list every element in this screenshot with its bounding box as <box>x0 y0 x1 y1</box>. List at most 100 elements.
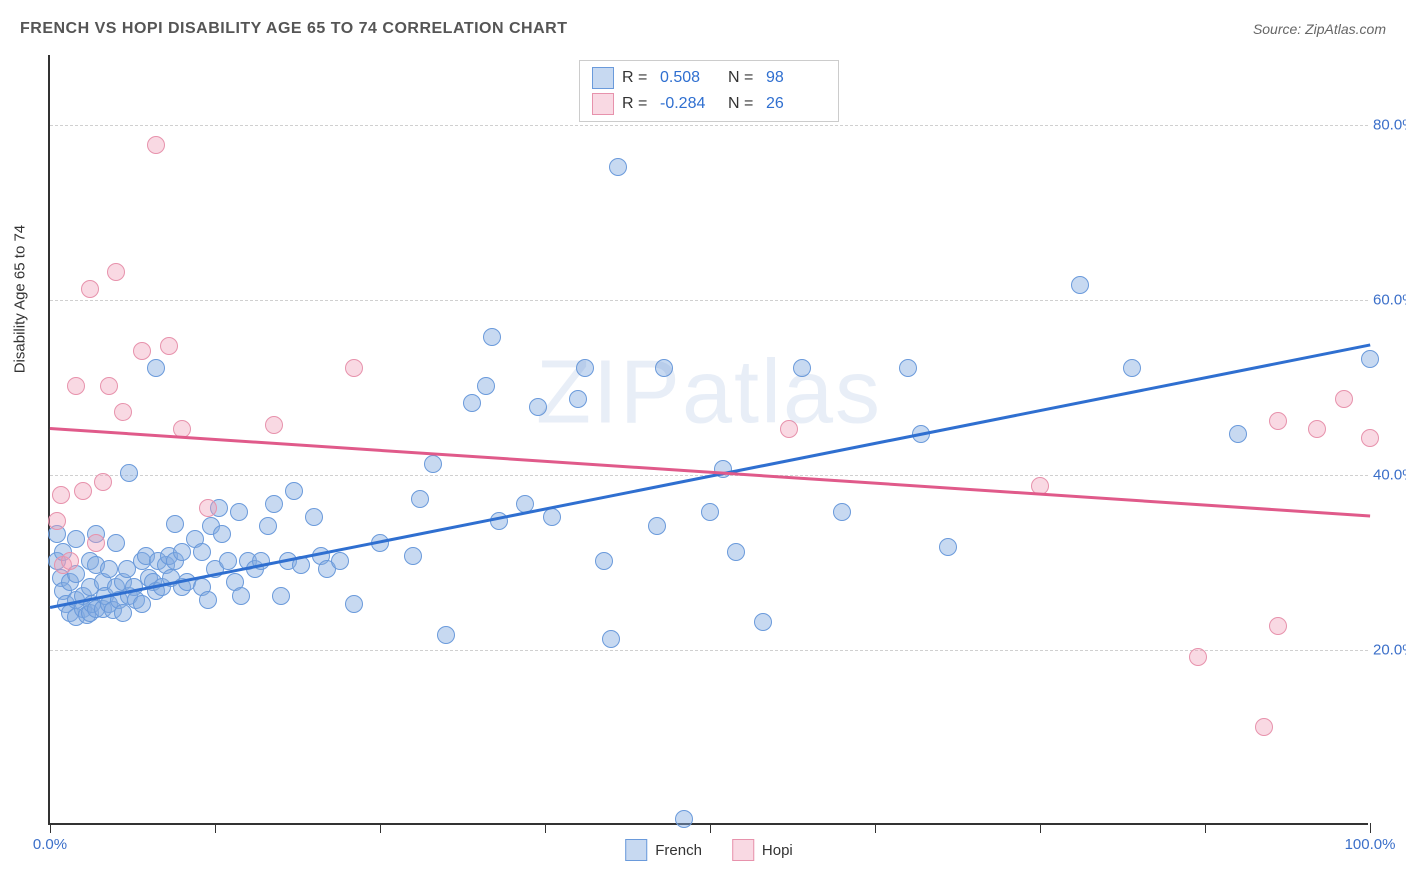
r-label: R = <box>622 95 652 113</box>
y-axis-label: Disability Age 65 to 74 <box>12 225 29 373</box>
scatter-point <box>107 534 125 552</box>
gridline <box>50 300 1368 301</box>
scatter-point <box>1308 420 1326 438</box>
scatter-point <box>219 552 237 570</box>
scatter-point <box>199 591 217 609</box>
scatter-point <box>411 490 429 508</box>
scatter-point <box>166 515 184 533</box>
legend-swatch <box>592 67 614 89</box>
scatter-point <box>114 604 132 622</box>
x-tick <box>1040 823 1041 833</box>
n-value: 26 <box>766 95 826 113</box>
scatter-point <box>107 263 125 281</box>
legend-swatch <box>592 93 614 115</box>
scatter-point <box>675 810 693 828</box>
scatter-point <box>793 359 811 377</box>
scatter-point <box>213 525 231 543</box>
legend-label: French <box>655 842 702 859</box>
r-label: R = <box>622 69 652 87</box>
scatter-point <box>160 337 178 355</box>
scatter-point <box>648 517 666 535</box>
scatter-point <box>114 403 132 421</box>
scatter-point <box>463 394 481 412</box>
scatter-point <box>345 595 363 613</box>
scatter-point <box>569 390 587 408</box>
scatter-point <box>133 595 151 613</box>
correlation-legend: R =0.508N =98R =-0.284N =26 <box>579 60 839 122</box>
scatter-point <box>74 482 92 500</box>
scatter-point <box>259 517 277 535</box>
scatter-point <box>133 342 151 360</box>
r-value: 0.508 <box>660 69 720 87</box>
scatter-point <box>754 613 772 631</box>
scatter-point <box>655 359 673 377</box>
scatter-point <box>232 587 250 605</box>
x-tick <box>710 823 711 833</box>
scatter-point <box>1361 429 1379 447</box>
scatter-point <box>404 547 422 565</box>
x-tick <box>1205 823 1206 833</box>
x-tick-label: 100.0% <box>1345 836 1396 853</box>
scatter-point <box>1071 276 1089 294</box>
scatter-point <box>939 538 957 556</box>
x-tick <box>50 823 51 833</box>
n-label: N = <box>728 95 758 113</box>
scatter-point <box>81 280 99 298</box>
scatter-point <box>543 508 561 526</box>
legend-stat-row: R = 0.508 N = 98 <box>592 65 826 91</box>
legend-stat-row: R =-0.284N =26 <box>592 91 826 117</box>
n-label: N = <box>728 69 758 87</box>
scatter-point <box>331 552 349 570</box>
scatter-point <box>67 377 85 395</box>
scatter-point <box>67 530 85 548</box>
x-tick <box>875 823 876 833</box>
legend-swatch <box>732 839 754 861</box>
y-tick-label: 80.0% <box>1373 117 1406 134</box>
y-tick-label: 40.0% <box>1373 467 1406 484</box>
scatter-point <box>61 552 79 570</box>
chart-source: Source: ZipAtlas.com <box>1253 21 1386 37</box>
scatter-point <box>727 543 745 561</box>
scatter-point <box>1361 350 1379 368</box>
gridline <box>50 650 1368 651</box>
scatter-point <box>87 534 105 552</box>
scatter-point <box>199 499 217 517</box>
scatter-point <box>94 473 112 491</box>
scatter-point <box>345 359 363 377</box>
scatter-point <box>48 512 66 530</box>
scatter-point <box>833 503 851 521</box>
y-tick-label: 60.0% <box>1373 292 1406 309</box>
scatter-point <box>529 398 547 416</box>
scatter-point <box>1255 718 1273 736</box>
scatter-point <box>285 482 303 500</box>
scatter-point <box>1123 359 1141 377</box>
y-tick-label: 20.0% <box>1373 642 1406 659</box>
trend-line <box>50 344 1370 609</box>
scatter-point <box>1189 648 1207 666</box>
x-tick <box>545 823 546 833</box>
scatter-point <box>1229 425 1247 443</box>
legend-item: French <box>625 839 702 861</box>
scatter-point <box>272 587 290 605</box>
scatter-point <box>230 503 248 521</box>
scatter-point <box>576 359 594 377</box>
scatter-point <box>120 464 138 482</box>
scatter-point <box>424 455 442 473</box>
n-value: 98 <box>766 69 826 87</box>
scatter-point <box>100 377 118 395</box>
x-tick <box>1370 823 1371 833</box>
scatter-point <box>52 486 70 504</box>
x-tick <box>380 823 381 833</box>
scatter-point <box>780 420 798 438</box>
scatter-point <box>193 543 211 561</box>
scatter-point <box>265 416 283 434</box>
scatter-point <box>477 377 495 395</box>
scatter-point <box>173 543 191 561</box>
scatter-point <box>483 328 501 346</box>
series-legend: French Hopi <box>625 839 793 861</box>
scatter-point <box>1335 390 1353 408</box>
legend-label: Hopi <box>762 842 793 859</box>
chart-title: FRENCH VS HOPI DISABILITY AGE 65 TO 74 C… <box>20 20 567 38</box>
chart-plot-area: Disability Age 65 to 74 ZIPatlas R =0.50… <box>48 55 1368 825</box>
x-tick <box>215 823 216 833</box>
